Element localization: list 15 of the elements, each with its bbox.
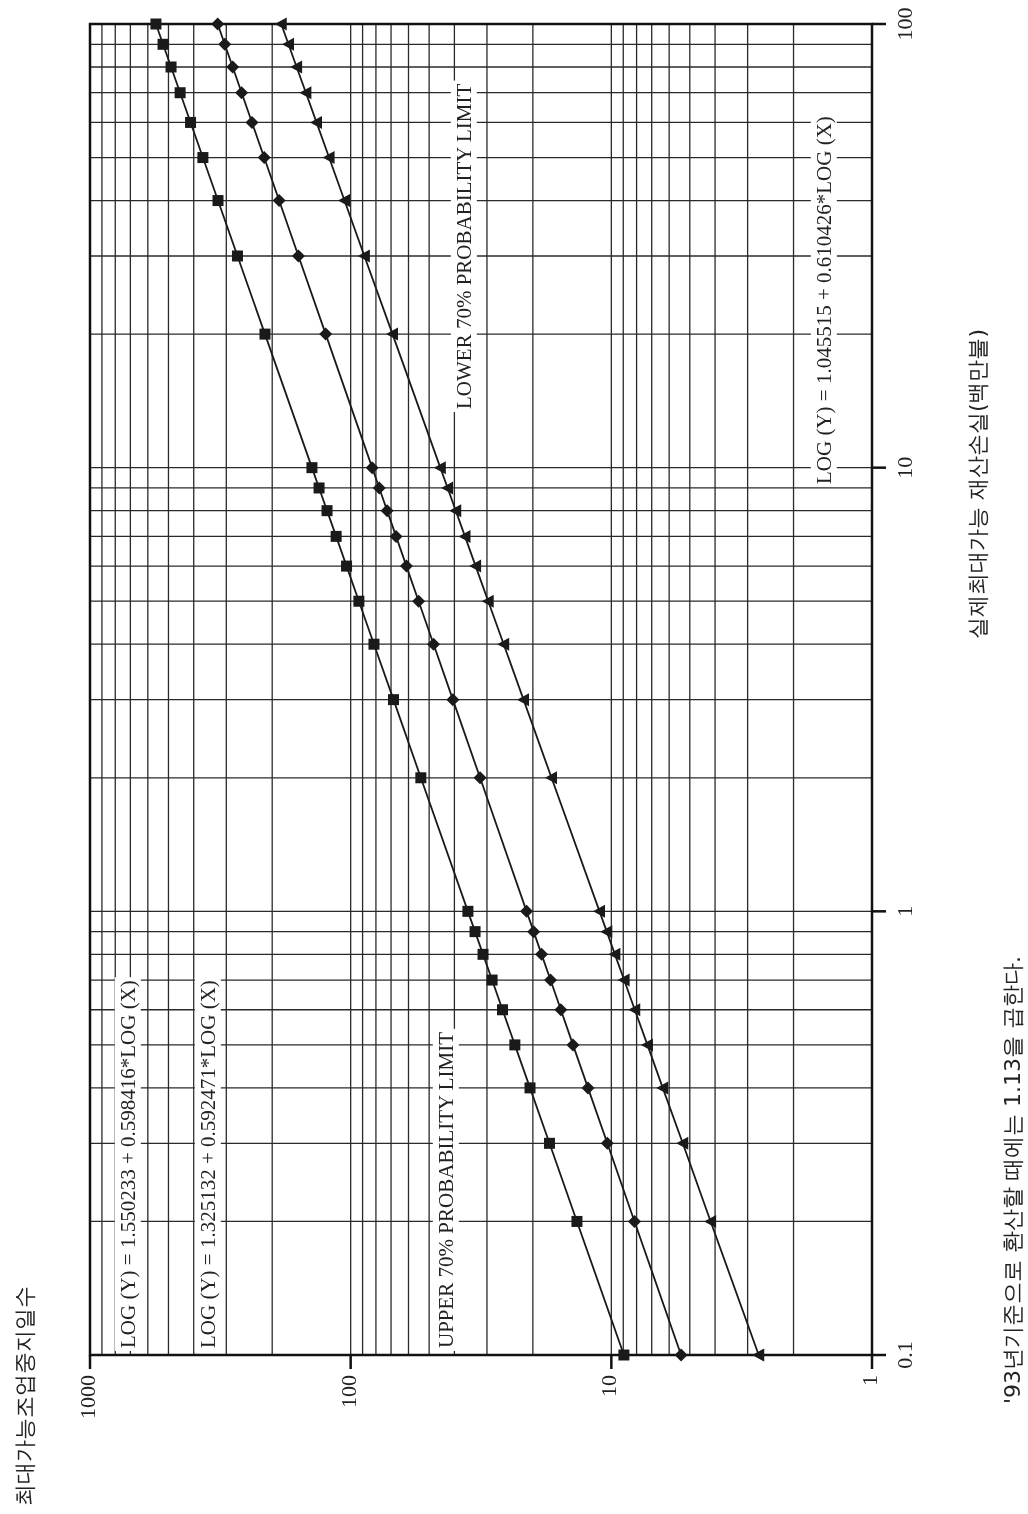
annotation: '93년기준으로 환산할 때에는 1.13을 곱한다. — [1000, 956, 1025, 1404]
x-tick-label: 1000 — [75, 1375, 101, 1419]
x-tick-label: 10 — [596, 1375, 622, 1397]
annotation: LOG (Y) = 1.550233 + 0.598416*LOG (X) — [114, 977, 141, 1351]
annotation: UPPER 70% PROBABILITY LIMIT — [432, 1028, 459, 1351]
annotation: LOG (Y) = 1.325132 + 0.592471*LOG (X) — [194, 977, 221, 1351]
y-tick-label: 10 — [892, 456, 917, 479]
y-axis-title: 실제최대가능 재산손실(백만불) — [965, 328, 990, 640]
y-tick-label: 0.1 — [892, 1341, 917, 1369]
annotation: LOWER 70% PROBABILITY LIMIT — [450, 80, 477, 412]
y-tick-label: 1 — [892, 905, 917, 917]
x-tick-label: 1 — [857, 1375, 883, 1386]
x-tick-label: 100 — [335, 1375, 361, 1408]
y-tick-label: 100 — [892, 7, 917, 41]
text: 최대가능조업중지일수 — [12, 1286, 37, 1506]
